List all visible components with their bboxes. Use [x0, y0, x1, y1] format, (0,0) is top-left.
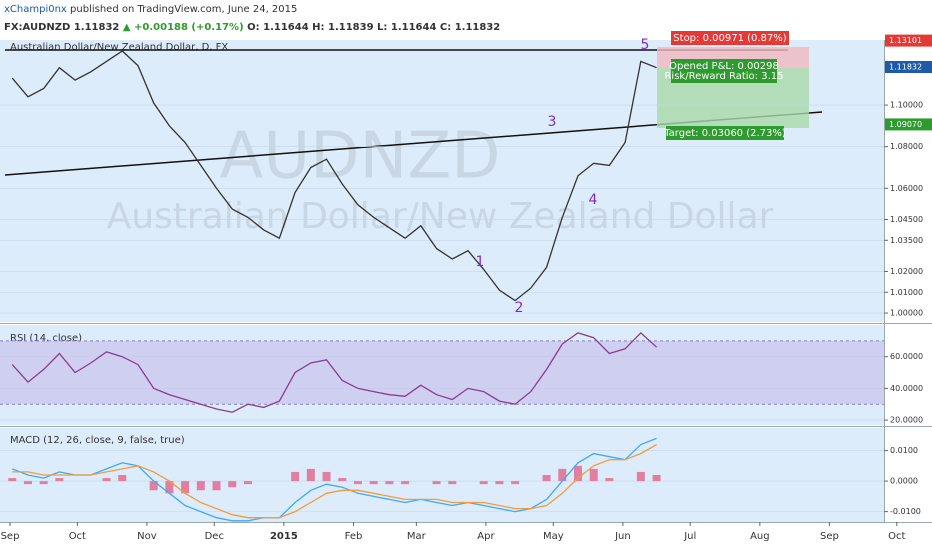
histogram-bar — [605, 478, 614, 482]
price-label-box — [885, 34, 932, 47]
x-tick-label: Sep — [820, 531, 839, 542]
y-tick-label: 1.03500 — [890, 236, 923, 245]
histogram-bar — [228, 481, 237, 488]
wave-label: 3 — [548, 114, 557, 130]
histogram-bar — [102, 478, 111, 482]
author: xChampi0nx published on TradingView.com,… — [4, 4, 297, 15]
histogram-bar — [636, 471, 645, 482]
histogram-bar — [401, 481, 410, 485]
histogram-bar — [23, 481, 32, 485]
stop-label: Stop: 0.00971 (0.87%) — [673, 33, 786, 44]
pnl-box — [671, 59, 777, 83]
histogram-bar — [291, 471, 300, 482]
series-line — [11, 332, 658, 413]
histogram-bar — [495, 481, 504, 485]
histogram-bar — [589, 468, 598, 482]
histogram-bar — [558, 468, 567, 482]
pane-title: MACD (12, 26, close, 9, false, true) — [10, 435, 185, 446]
histogram-bar — [243, 481, 252, 485]
y-tick-label: 20.0000 — [890, 416, 923, 425]
rsi-band — [0, 340, 884, 405]
histogram-bar — [652, 475, 661, 482]
wave-label: 4 — [589, 192, 598, 208]
change: ▲ +0.00188 (+0.17%) — [123, 22, 244, 33]
histogram-bar — [196, 481, 205, 491]
y-tick-label: 1.02000 — [890, 267, 923, 276]
target-label: Target: 0.03060 (2.73%) — [663, 128, 786, 139]
histogram-bar — [55, 478, 64, 482]
pane-title: Australian Dollar/New Zealand Dollar, D,… — [10, 42, 228, 53]
y-tick-label: 1.04500 — [890, 215, 923, 224]
price-label: 1.13101 — [889, 36, 922, 45]
histogram-bar — [479, 481, 488, 485]
wave-label: 5 — [641, 37, 650, 53]
author-name: xChampi0nx — [4, 4, 67, 15]
x-tick-label: Oct — [69, 531, 86, 542]
x-tick-label: Jun — [614, 531, 631, 542]
published: published on TradingView.com, June 24, 2… — [70, 4, 297, 15]
ratio-label: Risk/Reward Ratio: 3.15 — [664, 71, 783, 82]
histogram-bar — [511, 481, 520, 485]
y-tick-label: 1.08000 — [890, 142, 923, 151]
histogram-bar — [573, 465, 582, 482]
pane-title: RSI (14, close) — [10, 333, 82, 344]
watermark: AUDNZD — [220, 120, 501, 194]
x-tick-label: Dec — [205, 531, 224, 542]
stop-box — [671, 31, 789, 45]
histogram-bar — [165, 481, 174, 494]
histogram-bar — [212, 481, 221, 491]
histogram-bar — [181, 481, 190, 494]
quote: FX:AUDNZD 1.11832 ▲ +0.00188 (+0.17%) O:… — [4, 22, 500, 33]
price-label-box — [885, 60, 932, 73]
x-tick-label: Aug — [750, 531, 770, 542]
price-label: 1.11832 — [889, 62, 922, 71]
wave-label: 1 — [476, 254, 485, 270]
histogram-bar — [385, 481, 394, 485]
y-tick-label: 1.01000 — [890, 288, 923, 297]
histogram-bar — [149, 481, 158, 491]
histogram-bar — [8, 478, 17, 482]
y-tick-label: 60.0000 — [890, 352, 923, 361]
histogram-bar — [306, 468, 315, 482]
histogram-bar — [338, 478, 347, 482]
histogram-bar — [448, 481, 457, 485]
series-line — [11, 50, 657, 302]
wave-label: 2 — [515, 300, 524, 316]
histogram-bar — [322, 471, 331, 482]
x-tick-label: Oct — [888, 531, 905, 542]
x-tick-label: Sep — [1, 531, 20, 542]
x-tick-label: May — [543, 531, 564, 542]
y-tick-label: 1.10000 — [890, 101, 923, 110]
y-tick-label: 0.0100 — [890, 446, 918, 455]
y-tick-label: 1.00000 — [890, 309, 923, 318]
series-line — [12, 443, 657, 519]
histogram-bar — [353, 481, 362, 485]
x-tick-label: Nov — [137, 531, 157, 542]
pnl-label: Opened P&L: 0.00298 — [669, 61, 779, 72]
x-tick-label: Jul — [683, 531, 696, 542]
y-tick-label: 1.06000 — [890, 184, 923, 193]
x-tick-label: Feb — [345, 531, 363, 542]
histogram-bar — [432, 481, 441, 485]
last: 1.11832 — [74, 22, 120, 33]
y-tick-label: 40.0000 — [890, 384, 923, 393]
x-tick-label: 2015 — [270, 531, 298, 542]
y-tick-label: 0.0000 — [890, 477, 918, 486]
watermark-sub: Australian Dollar/New Zealand Dollar — [107, 196, 774, 237]
price-label-box — [885, 118, 932, 131]
target-box — [666, 126, 784, 140]
y-tick-label: -0.0100 — [890, 507, 921, 516]
ohlc: O: 1.11644 H: 1.11839 L: 1.11644 C: 1.11… — [247, 22, 500, 33]
histogram-bar — [39, 481, 48, 485]
histogram-bar — [118, 475, 127, 482]
x-tick-label: Mar — [407, 531, 427, 542]
x-tick-label: Apr — [477, 531, 495, 542]
histogram-bar — [542, 475, 551, 482]
symbol: FX:AUDNZD — [4, 22, 70, 33]
histogram-bar — [369, 481, 378, 485]
price-label: 1.09070 — [889, 120, 922, 129]
series-line — [11, 437, 657, 522]
